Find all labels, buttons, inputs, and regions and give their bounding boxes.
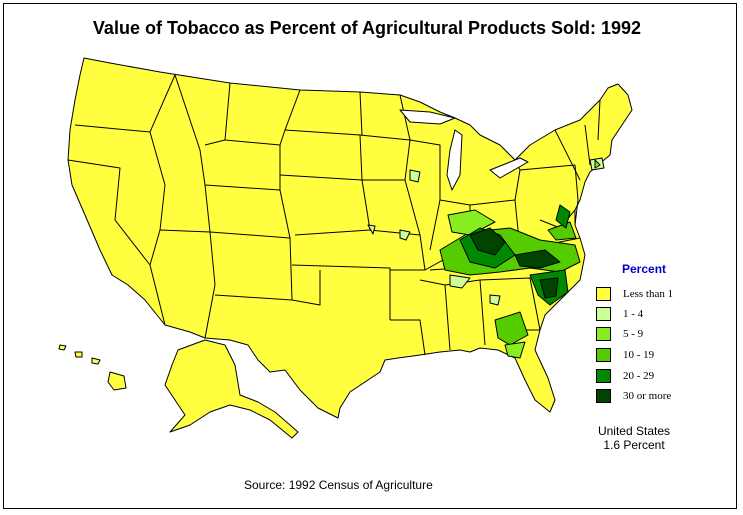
legend-swatch xyxy=(596,287,611,301)
legend-swatch xyxy=(596,307,611,321)
lake-michigan xyxy=(446,129,463,191)
map-title: Value of Tobacco as Percent of Agricultu… xyxy=(92,18,642,38)
legend-title: Percent xyxy=(622,262,667,276)
legend-item: 1 - 4 xyxy=(596,305,643,323)
legend-item: 20 - 29 xyxy=(596,367,654,385)
legend-swatch xyxy=(596,327,611,341)
legend-swatch xyxy=(596,348,611,362)
hawaii xyxy=(107,371,127,391)
hawaii xyxy=(74,351,83,358)
us-total-note: United States 1.6 Percent xyxy=(584,424,684,452)
hawaii xyxy=(91,357,101,365)
us-note-line1: United States xyxy=(597,424,671,438)
hawaii xyxy=(58,344,67,351)
legend-label: Less than 1 xyxy=(623,288,674,300)
legend-label: 5 - 9 xyxy=(623,328,644,340)
legend-label: 1 - 4 xyxy=(623,308,644,320)
legend-swatch xyxy=(596,369,611,383)
source-note: Source: 1992 Census of Agriculture xyxy=(244,478,433,492)
lake-erie xyxy=(489,157,529,179)
legend-item: 5 - 9 xyxy=(596,325,643,343)
us-note-line2: 1.6 Percent xyxy=(603,438,665,452)
legend-item: 10 - 19 xyxy=(596,346,654,364)
legend-label: 10 - 19 xyxy=(623,349,655,361)
legend-label: 20 - 29 xyxy=(623,370,655,382)
tobacco-regions xyxy=(367,157,605,359)
alaska xyxy=(164,339,299,439)
legend-item: 30 or more xyxy=(596,387,671,405)
legend-swatch xyxy=(596,389,611,403)
lake-superior xyxy=(399,109,456,125)
legend-label: 30 or more xyxy=(623,390,672,402)
legend-item: Less than 1 xyxy=(596,285,673,303)
contiguous-us xyxy=(67,57,633,419)
